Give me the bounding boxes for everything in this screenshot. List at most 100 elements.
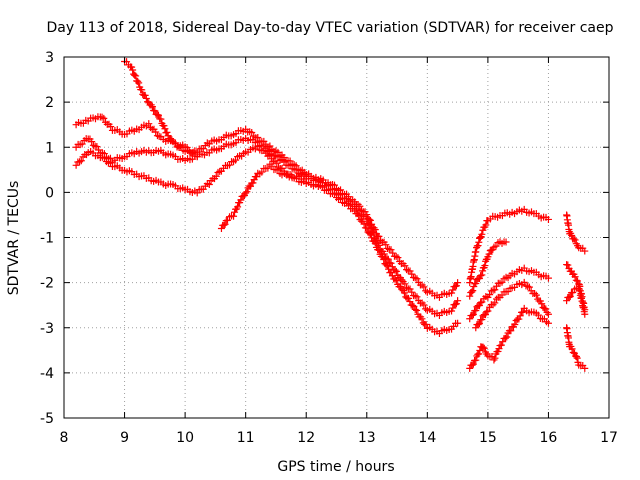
data-point (302, 175, 310, 183)
data-point (475, 350, 483, 358)
data-point (401, 262, 409, 270)
data-point (532, 291, 540, 299)
data-point (452, 300, 460, 308)
x-tick-label: 12 (297, 430, 315, 446)
data-point (363, 224, 371, 232)
data-point (88, 138, 96, 146)
data-point (568, 345, 576, 353)
data-point (157, 115, 165, 123)
data-point (491, 286, 499, 294)
data-point (389, 249, 397, 257)
data-point (366, 230, 374, 238)
data-point (413, 293, 421, 301)
data-point (486, 291, 494, 299)
data-point (138, 86, 146, 94)
data-point (474, 320, 482, 328)
series-trace-14 (563, 324, 589, 372)
data-point (479, 267, 487, 275)
data-point (406, 285, 414, 293)
data-point (570, 235, 578, 243)
data-point (408, 270, 416, 278)
data-point (98, 113, 106, 121)
series-trace-10 (466, 304, 552, 372)
data-point (273, 159, 281, 167)
data-point (476, 234, 484, 242)
data-point (472, 248, 480, 256)
data-point (242, 189, 250, 197)
series-trace-11 (563, 211, 589, 255)
data-point (454, 297, 462, 305)
y-tick-label: -3 (40, 321, 54, 337)
data-point (565, 293, 573, 301)
data-point (477, 272, 485, 280)
data-point (89, 141, 97, 149)
data-point (572, 353, 580, 361)
axis-ticks (63, 56, 610, 419)
data-point (472, 307, 480, 315)
y-tick-label: -1 (40, 231, 54, 247)
data-point (406, 298, 414, 306)
data-point (394, 254, 402, 262)
x-tick-label: 15 (479, 430, 497, 446)
data-point (237, 196, 245, 204)
data-point (205, 181, 213, 189)
data-point (72, 161, 80, 169)
y-tick-label: -2 (40, 276, 54, 292)
y-tick-label: 2 (45, 95, 54, 111)
x-tick-label: 13 (358, 430, 376, 446)
data-point (392, 276, 400, 284)
data-point (511, 321, 519, 329)
x-tick-label: 14 (418, 430, 436, 446)
data-point (492, 242, 500, 250)
data-point (382, 261, 390, 269)
data-point (151, 107, 159, 115)
data-point (452, 282, 460, 290)
data-point (163, 128, 171, 136)
data-point (581, 247, 589, 255)
data-point (107, 123, 115, 131)
data-point (383, 261, 391, 269)
data-point (524, 282, 532, 290)
data-point (406, 267, 414, 275)
data-point (401, 280, 409, 288)
data-point (400, 289, 408, 297)
data-point (375, 232, 383, 240)
data-point (538, 300, 546, 308)
data-point (131, 71, 139, 79)
data-point (472, 356, 480, 364)
data-point (224, 216, 231, 224)
data-point (519, 308, 527, 316)
data-point (469, 311, 477, 319)
data-point (375, 246, 383, 254)
series-trace-3 (72, 143, 462, 337)
x-tick-label: 17 (600, 430, 618, 446)
data-point (234, 203, 242, 211)
data-point (420, 283, 428, 291)
data-point (485, 250, 493, 258)
data-point (148, 103, 156, 111)
data-point (76, 158, 84, 166)
data-point (408, 288, 416, 296)
data-point (232, 156, 240, 164)
data-point (581, 364, 589, 372)
data-point (411, 292, 419, 300)
data-point (160, 122, 168, 130)
data-point (363, 215, 371, 223)
data-point (193, 152, 201, 160)
data-point (493, 295, 501, 303)
data-point (475, 238, 483, 246)
series-trace-6 (466, 205, 552, 287)
data-point (478, 271, 486, 279)
data-points (72, 58, 589, 372)
data-point (478, 316, 486, 324)
data-point (404, 294, 412, 302)
data-point (525, 283, 533, 291)
x-tick-label: 9 (120, 430, 129, 446)
data-point (469, 360, 477, 368)
data-point (566, 293, 574, 301)
data-point (480, 344, 488, 352)
data-point (483, 308, 491, 316)
data-point (544, 274, 552, 282)
data-point (507, 327, 515, 335)
